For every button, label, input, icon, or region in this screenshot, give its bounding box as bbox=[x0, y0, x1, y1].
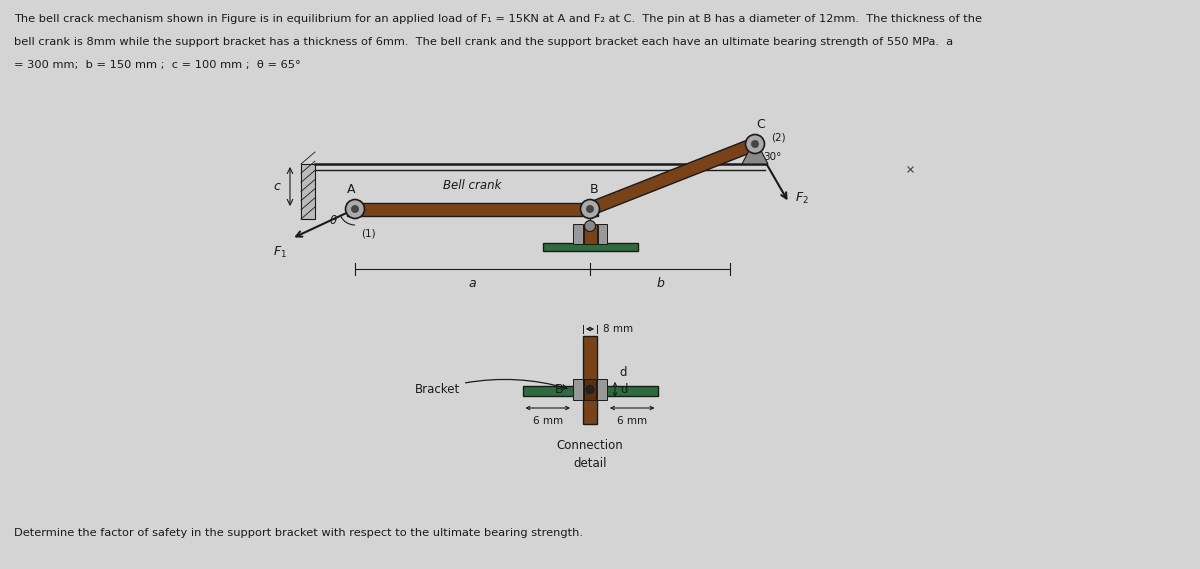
Text: b: b bbox=[656, 277, 664, 290]
Circle shape bbox=[586, 385, 594, 394]
Text: A: A bbox=[347, 183, 355, 196]
Text: c: c bbox=[274, 180, 280, 193]
Bar bbox=[583, 224, 596, 244]
Text: (1): (1) bbox=[361, 229, 376, 239]
Text: The bell crack mechanism shown in Figure is in equilibrium for an applied load o: The bell crack mechanism shown in Figure… bbox=[14, 14, 983, 24]
Text: Connection
detail: Connection detail bbox=[557, 439, 623, 470]
Bar bbox=[542, 242, 637, 251]
Text: d: d bbox=[620, 383, 628, 396]
Text: (2): (2) bbox=[772, 132, 786, 142]
Text: bell crank is 8mm while the support bracket has a thickness of 6mm.  The bell cr: bell crank is 8mm while the support brac… bbox=[14, 37, 954, 47]
Text: B: B bbox=[554, 383, 563, 396]
Circle shape bbox=[346, 200, 365, 218]
Text: $F_1$: $F_1$ bbox=[272, 245, 287, 259]
Polygon shape bbox=[347, 203, 598, 216]
Bar bbox=[574, 379, 583, 400]
Text: 8 mm: 8 mm bbox=[604, 324, 634, 334]
Bar bbox=[584, 379, 596, 400]
Text: Determine the factor of safety in the support bracket with respect to the ultima: Determine the factor of safety in the su… bbox=[14, 527, 583, 538]
Text: 30°: 30° bbox=[763, 152, 781, 162]
Text: Bracket: Bracket bbox=[415, 380, 566, 396]
Bar bbox=[598, 379, 607, 400]
Polygon shape bbox=[742, 139, 768, 164]
Text: = 300 mm;  b = 150 mm ;  c = 100 mm ;  θ = 65°: = 300 mm; b = 150 mm ; c = 100 mm ; θ = … bbox=[14, 60, 301, 70]
Text: 6 mm: 6 mm bbox=[533, 416, 563, 426]
Bar bbox=[301, 164, 314, 219]
Text: B: B bbox=[589, 183, 599, 196]
Text: $F_2$: $F_2$ bbox=[794, 191, 809, 207]
Circle shape bbox=[587, 205, 594, 213]
Circle shape bbox=[581, 200, 600, 218]
Text: C: C bbox=[757, 118, 766, 131]
Text: a: a bbox=[469, 277, 476, 290]
Circle shape bbox=[352, 205, 359, 213]
Text: $\theta$: $\theta$ bbox=[329, 214, 337, 227]
Bar bbox=[583, 336, 598, 424]
Circle shape bbox=[584, 221, 595, 232]
Circle shape bbox=[745, 134, 764, 154]
Circle shape bbox=[751, 141, 758, 147]
Polygon shape bbox=[588, 138, 757, 215]
Text: Bell crank: Bell crank bbox=[443, 179, 502, 192]
Bar bbox=[598, 224, 607, 244]
Bar bbox=[522, 386, 658, 396]
Text: 6 mm: 6 mm bbox=[617, 416, 647, 426]
Text: d: d bbox=[619, 366, 626, 379]
Bar bbox=[574, 224, 582, 244]
